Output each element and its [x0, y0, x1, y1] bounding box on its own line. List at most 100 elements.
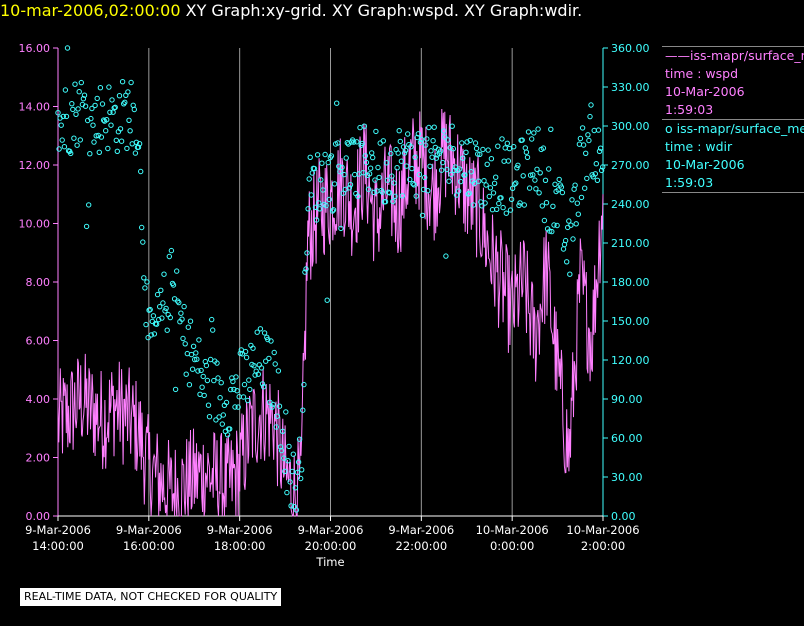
wdir-point-322	[396, 128, 402, 134]
wdir-point-418	[498, 195, 504, 201]
wdir-point-405	[484, 161, 490, 168]
wdir-point-267	[338, 225, 344, 232]
wdir-point-122	[184, 350, 191, 357]
wdir-point-80	[140, 239, 146, 245]
wdir-point-460	[542, 177, 549, 184]
wdir-point-15	[71, 135, 77, 141]
wdir-point-177	[242, 348, 249, 355]
wdir-point-250	[320, 187, 326, 193]
wdir-point-397	[476, 178, 482, 184]
wdir-point-56	[114, 148, 121, 155]
wdir-point-109	[170, 282, 177, 288]
wdir-point-311	[384, 177, 391, 183]
wdir-point-156	[220, 412, 227, 418]
wdir-point-8	[63, 113, 70, 120]
x-tick-label-date-0: 9-Mar-2006	[25, 523, 91, 537]
wdir-point-206	[273, 424, 279, 430]
wdir-point-16	[72, 81, 78, 87]
wdir-point-192	[258, 365, 265, 371]
wdir-point-347	[423, 142, 429, 148]
wdir-point-1	[56, 146, 62, 152]
wdir-point-73	[132, 150, 139, 156]
right-tick-label-4: 120.00	[611, 354, 650, 367]
wdir-point-106	[167, 314, 174, 321]
wdir-point-325	[399, 193, 406, 199]
wdir-point-87	[147, 306, 153, 313]
series-wdir-markers	[55, 45, 606, 513]
wdir-point-335	[410, 181, 416, 187]
wdir-point-270	[341, 171, 347, 178]
wdir-point-50	[108, 122, 114, 128]
legend-wdir-marker: o	[665, 121, 673, 136]
wdir-point-440	[521, 202, 527, 208]
quality-disclaimer: REAL-TIME DATA, NOT CHECKED FOR QUALITY	[20, 588, 282, 606]
wdir-point-434	[515, 162, 521, 169]
wdir-point-237	[306, 176, 312, 182]
wdir-point-121	[183, 371, 189, 377]
wdir-point-14	[70, 106, 76, 113]
wdir-point-409	[488, 156, 495, 162]
wdir-point-370	[447, 145, 453, 151]
wdir-point-230	[299, 467, 305, 473]
wdir-point-407	[486, 193, 492, 200]
wdir-point-480	[564, 259, 570, 265]
wdir-point-127	[189, 366, 196, 372]
wdir-point-476	[559, 189, 566, 196]
wdir-point-373	[450, 146, 456, 152]
x-tick-label-date-1: 9-Mar-2006	[116, 523, 182, 537]
wdir-point-99	[160, 300, 166, 306]
wdir-point-349	[425, 188, 431, 194]
wdir-point-479	[562, 237, 569, 244]
wdir-point-242	[311, 165, 318, 172]
wdir-point-511	[596, 148, 603, 155]
wdir-point-336	[411, 182, 417, 188]
wdir-point-350	[426, 124, 432, 131]
wdir-point-502	[587, 113, 593, 120]
wdir-point-162	[227, 426, 233, 432]
wdir-point-348	[424, 136, 430, 142]
wdir-point-451	[533, 186, 539, 192]
wdir-point-217	[285, 458, 291, 464]
x-tick-label-date-6: 10-Mar-2006	[566, 523, 639, 537]
wdir-point-457	[539, 203, 545, 209]
wdir-point-27	[83, 223, 90, 230]
wdir-point-150	[214, 360, 220, 366]
wdir-point-167	[232, 404, 238, 410]
wdir-point-510	[595, 127, 602, 133]
wdir-point-309	[382, 199, 389, 205]
wdir-point-159	[223, 399, 230, 406]
wdir-point-355	[431, 124, 437, 130]
wdir-point-97	[158, 287, 164, 293]
wdir-point-141	[204, 377, 211, 384]
right-tick-label-2: 60.00	[611, 432, 643, 445]
wdir-point-133	[196, 337, 202, 343]
wdir-point-276	[347, 182, 354, 188]
xy-chart: 0.00 2.00 4.00 6.00 8.00 10.00 12.00 14.00 16.00…	[19, 42, 650, 569]
wdir-point-513	[598, 167, 605, 174]
legend-entry-wdir[interactable]: o iss-mapr/surface_met time : wdir 10-Ma…	[662, 119, 804, 192]
wdir-point-136	[199, 384, 205, 390]
wdir-point-30	[87, 151, 93, 157]
right-tick-label-5: 150.00	[611, 315, 650, 328]
wdir-point-215	[283, 409, 289, 415]
wdir-point-514	[600, 164, 606, 170]
wdir-point-7	[62, 87, 69, 93]
wdir-point-512	[597, 145, 604, 151]
wdir-point-380	[458, 178, 464, 185]
wdir-point-403	[482, 200, 488, 206]
wdir-point-288	[360, 170, 366, 176]
wdir-point-119	[181, 303, 187, 310]
wdir-point-352	[428, 148, 434, 154]
legend-wspd-time: 1:59:03	[665, 102, 714, 117]
series-wspd-line	[57, 108, 604, 517]
wdir-point-218	[286, 443, 292, 450]
wdir-point-310	[383, 160, 390, 166]
wdir-point-216	[284, 489, 290, 496]
wdir-point-376	[453, 192, 460, 198]
wdir-point-506	[591, 127, 597, 134]
legend-entry-wspd[interactable]: ——iss-mapr/surface_met time : wspd 10-Ma…	[662, 46, 804, 119]
wdir-point-160	[224, 432, 231, 438]
wdir-point-382	[460, 155, 466, 161]
wdir-point-249	[319, 160, 325, 166]
wdir-point-9	[64, 45, 71, 51]
